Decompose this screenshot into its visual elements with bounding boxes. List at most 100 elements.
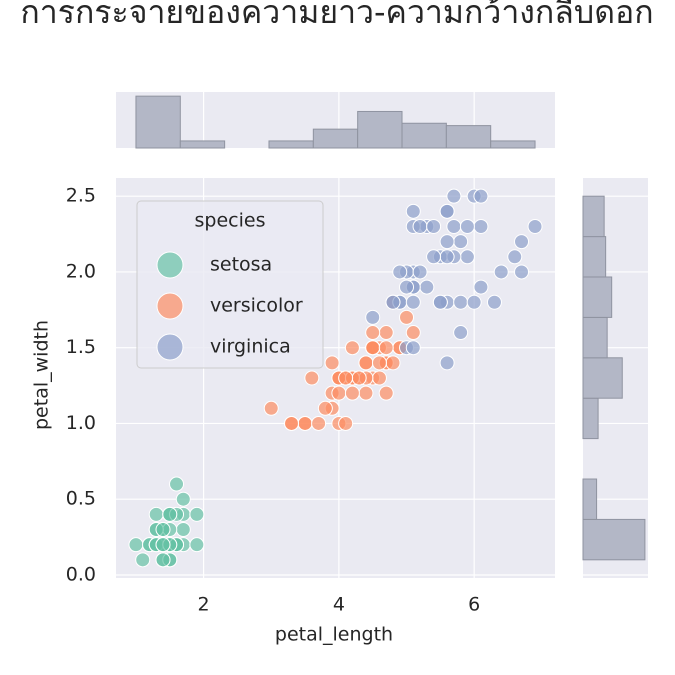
scatter-point [453, 234, 469, 250]
scatter-point [358, 385, 374, 401]
histogram-bar [582, 478, 598, 520]
scatter-point [439, 249, 455, 265]
y-tick-label: 0.5 [66, 488, 96, 510]
legend-label: virginica [210, 336, 291, 358]
scatter-point [473, 279, 489, 295]
scatter-point [155, 552, 171, 568]
scatter-point [405, 203, 421, 219]
scatter-point [473, 218, 489, 234]
y-tick-label: 0.0 [66, 563, 96, 585]
histogram-bar [268, 140, 314, 149]
x-tick-label: 6 [468, 594, 480, 616]
scatter-point [493, 264, 509, 280]
y-tick-label: 1.0 [66, 412, 96, 434]
scatter-point [527, 218, 543, 234]
x-axis-label: petal_length [275, 624, 393, 646]
scatter-point [371, 370, 387, 386]
scatter-point [453, 294, 469, 310]
legend-marker [156, 251, 184, 279]
histogram-bar [135, 95, 181, 149]
scatter-point [378, 340, 394, 356]
scatter-point [169, 476, 185, 492]
histogram-bar [312, 128, 359, 149]
scatter-point [365, 340, 381, 356]
histogram-bar [401, 122, 447, 149]
scatter-point [514, 234, 530, 250]
legend-title: species [195, 210, 266, 232]
scatter-point [385, 294, 401, 310]
scatter-point [405, 340, 421, 356]
legend-box [136, 200, 324, 369]
histogram-bar [445, 125, 492, 149]
scatter-point [311, 415, 327, 431]
x-tick-label: 4 [333, 594, 345, 616]
scatter-point [459, 218, 475, 234]
scatter-point [399, 309, 415, 325]
scatter-point [128, 537, 144, 553]
scatter-point [371, 355, 387, 371]
histogram-bar [582, 195, 605, 238]
scatter-point [297, 415, 313, 431]
scatter-point [338, 370, 354, 386]
scatter-point [175, 491, 191, 507]
scatter-point [459, 249, 475, 265]
scatter-point [148, 506, 164, 522]
histogram-bar [490, 140, 536, 149]
scatter-point [446, 188, 462, 204]
x-tick-label: 2 [198, 594, 210, 616]
scatter-point [358, 355, 374, 371]
scatter-point [351, 370, 367, 386]
histogram-bar [582, 518, 646, 561]
legend-label: versicolor [210, 295, 303, 317]
scatter-point [439, 203, 455, 219]
histogram-bar [179, 140, 226, 149]
scatter-point [486, 294, 502, 310]
y-tick-label: 1.5 [66, 336, 96, 358]
scatter-point [175, 522, 191, 538]
histogram-bar [582, 357, 623, 399]
scatter-point [507, 249, 523, 265]
scatter-point [399, 279, 415, 295]
scatter-point [453, 325, 469, 341]
scatter-point [317, 400, 333, 416]
histogram-bar [582, 316, 608, 359]
scatter-point [378, 325, 394, 341]
scatter-point [419, 279, 435, 295]
scatter-point [412, 218, 428, 234]
legend-marker [156, 333, 184, 361]
scatter-point [263, 400, 279, 416]
legend-marker [156, 292, 184, 320]
histogram-bar [582, 236, 607, 278]
scatter-point [392, 264, 408, 280]
scatter-point [466, 294, 482, 310]
scatter-point [426, 249, 442, 265]
histogram-bar [582, 397, 599, 440]
scatter-point [304, 370, 320, 386]
scatter-point [412, 264, 428, 280]
scatter-point [344, 385, 360, 401]
scatter-point [155, 522, 171, 538]
scatter-point [162, 506, 178, 522]
scatter-point [189, 506, 205, 522]
scatter-point [405, 294, 421, 310]
scatter-point [365, 309, 381, 325]
scatter-point [324, 355, 340, 371]
scatter-point [439, 234, 455, 250]
scatter-point [514, 264, 530, 280]
chart-title: การกระจายของความยาว-ความกว้างกลีบดอก [20, 0, 653, 31]
legend-label: setosa [210, 254, 272, 276]
histogram-bar [357, 110, 403, 149]
scatter-point [189, 537, 205, 553]
scatter-point [473, 188, 489, 204]
scatter-point [405, 325, 421, 341]
y-tick-label: 2.0 [66, 260, 96, 282]
scatter-point [344, 340, 360, 356]
scatter-point [331, 385, 347, 401]
scatter-point [432, 294, 448, 310]
scatter-point [135, 552, 151, 568]
histogram-bar [582, 276, 613, 318]
scatter-point [426, 218, 442, 234]
scatter-point [365, 325, 381, 341]
scatter-point [378, 385, 394, 401]
